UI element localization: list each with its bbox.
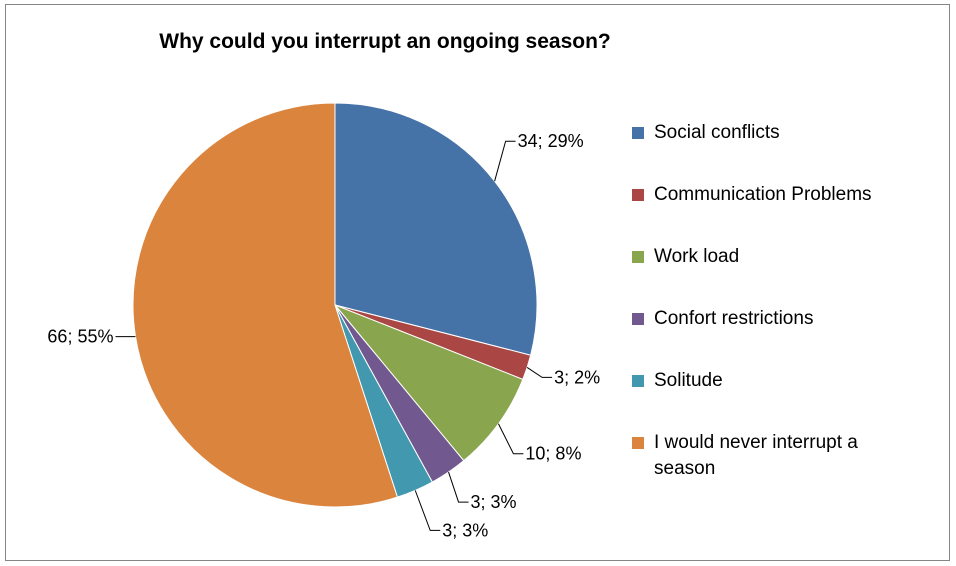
legend-swatch [632, 437, 644, 449]
legend-label: Work load [654, 246, 740, 267]
legend-item: Solitude [632, 368, 924, 394]
legend-swatch [632, 189, 644, 201]
data-label-leader-line [526, 367, 553, 378]
data-label: 66; 55% [47, 327, 113, 347]
legend-swatch [632, 251, 644, 263]
legend-item: Social conflicts [632, 120, 924, 146]
legend-label: Confort restrictions [654, 308, 814, 329]
legend-label: Solitude [654, 370, 723, 391]
pie-slice-i-would-never-interrupt-a-season [132, 102, 399, 508]
pie-slice-work-load [334, 304, 524, 462]
data-label: 3; 3% [442, 520, 488, 540]
legend-swatch [632, 313, 644, 325]
legend-item: Confort restrictions [632, 306, 924, 332]
legend-swatch [632, 127, 644, 139]
data-label: 3; 3% [471, 492, 517, 512]
legend-item: Work load [632, 244, 924, 270]
legend-item: Communication Problems [632, 182, 924, 208]
data-label-leader-line [414, 490, 441, 531]
data-label: 10; 8% [525, 444, 581, 464]
legend-label: I would never interrupt a season [654, 432, 858, 479]
legend-swatch [632, 375, 644, 387]
data-label-leader-line [448, 471, 469, 503]
chart-title: Why could you interrupt an ongoing seaso… [159, 30, 611, 53]
data-label: 34; 29% [518, 131, 584, 151]
legend-label: Social conflicts [654, 122, 780, 143]
data-label-leader-line [497, 423, 524, 455]
data-label-leader-line [494, 140, 516, 182]
data-label: 3; 2% [554, 367, 600, 387]
legend-label: Communication Problems [654, 184, 872, 205]
legend-item: I would never interrupt a season [632, 430, 924, 482]
